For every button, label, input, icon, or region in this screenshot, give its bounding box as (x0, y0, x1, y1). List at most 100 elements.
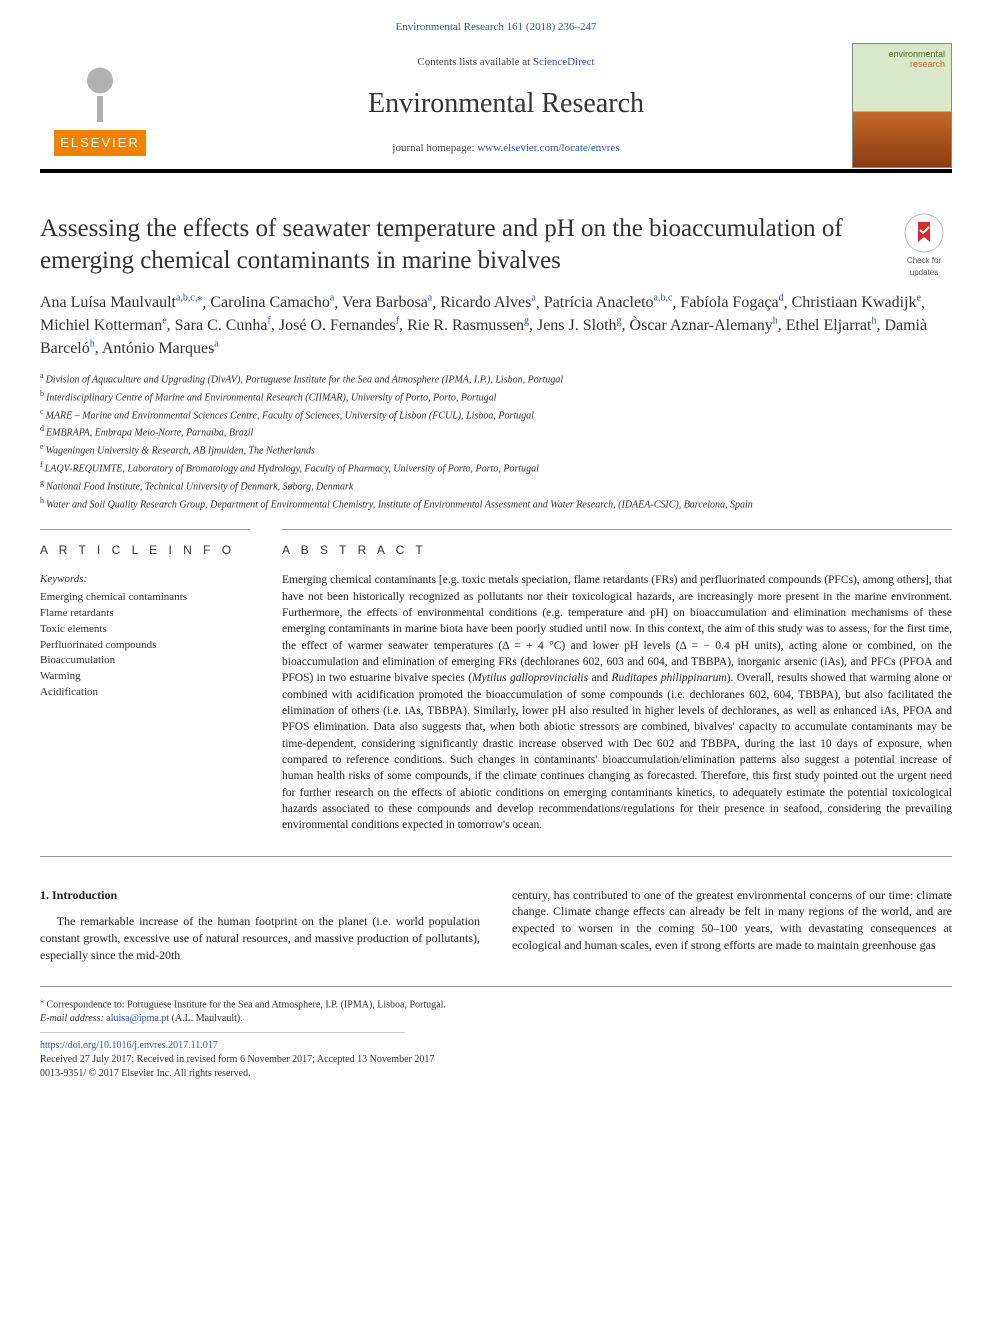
publisher-block: ELSEVIER (40, 56, 160, 156)
intro-para-1: The remarkable increase of the human foo… (40, 913, 480, 963)
corr-email[interactable]: aluisa@ipma.pt (106, 1013, 169, 1024)
bookmark-check-icon (904, 213, 944, 253)
author: Patrícia Anacletoa,b,c (544, 294, 673, 311)
keyword: Warming (40, 669, 250, 685)
affiliation: g National Food Institute, Technical Uni… (40, 477, 952, 495)
author-list: Ana Luísa Maulvaulta,b,c,⁎, Carolina Cam… (40, 292, 952, 360)
author: António Marquesa (102, 340, 219, 357)
badge-line2: updates (896, 267, 952, 278)
copyright: 0013-9351/ © 2017 Elsevier Inc. All righ… (40, 1067, 952, 1081)
article-info-column: A R T I C L E I N F O Keywords: Emerging… (40, 529, 250, 834)
publisher-name: ELSEVIER (54, 130, 146, 156)
footer: ⁎ Correspondence to: Portuguese Institut… (40, 986, 952, 1081)
author-aff-marker: a (214, 338, 218, 349)
author: Sara C. Cunhaf (175, 317, 271, 334)
masthead: ELSEVIER Contents lists available at Sci… (40, 43, 952, 173)
species-name: Ruditapes philippinarum (611, 672, 726, 684)
affiliation-key: e (40, 442, 46, 451)
keyword: Emerging chemical contaminants (40, 590, 250, 606)
affiliation: h Water and Soil Quality Research Group,… (40, 495, 952, 513)
affiliation-key: f (40, 460, 45, 469)
email-label: E-mail address: (40, 1013, 106, 1024)
doi-link[interactable]: https://doi.org/10.1016/j.envres.2017.11… (40, 1039, 952, 1053)
author-aff-marker: a (531, 293, 535, 304)
divider (40, 856, 952, 857)
intro-para-2: century, has contributed to one of the g… (512, 887, 952, 954)
email-line: E-mail address: aluisa@ipma.pt (A.L. Mau… (40, 1012, 952, 1026)
affiliation: e Wageningen University & Research, AB I… (40, 441, 952, 459)
author-aff-marker: e (162, 315, 166, 326)
author: José O. Fernandesf (279, 317, 399, 334)
affiliation-key: a (40, 371, 46, 380)
keyword: Bioaccumulation (40, 653, 250, 669)
affiliations: a Division of Aquaculture and Upgrading … (40, 370, 952, 513)
check-updates-badge[interactable]: Check for updates (896, 213, 952, 277)
author-aff-marker: g (524, 315, 529, 326)
abstract-heading: A B S T R A C T (282, 542, 952, 559)
affiliation: f LAQV-REQUIMTE, Laboratory of Bromatolo… (40, 459, 952, 477)
affiliation-key: c (40, 407, 46, 416)
author-aff-marker: a (428, 293, 432, 304)
keyword: Perfluorinated compounds (40, 638, 250, 654)
author-aff-marker: a (330, 293, 334, 304)
author-aff-marker: h (871, 315, 876, 326)
correspondence: ⁎ Correspondence to: Portuguese Institut… (40, 995, 952, 1012)
keyword: Toxic elements (40, 622, 250, 638)
contents-prefix: Contents lists available at (417, 56, 532, 68)
affiliation-key: d (40, 424, 46, 433)
keywords-label: Keywords: (40, 572, 250, 587)
body-columns: 1. Introduction The remarkable increase … (40, 887, 952, 964)
homepage-url[interactable]: www.elsevier.com/locate/envres (477, 142, 619, 154)
email-author: (A.L. Maulvault). (169, 1013, 243, 1024)
author: Rie R. Rasmusseng (407, 317, 529, 334)
journal-cover: environmental research (852, 43, 952, 168)
author: Òscar Aznar-Alemanyh (630, 317, 778, 334)
author-aff-marker: a,b,c, (176, 293, 197, 304)
author-aff-marker: a,b,c (654, 293, 673, 304)
author-aff-marker: h (773, 315, 778, 326)
corresponding-star-icon: ⁎ (197, 293, 202, 304)
keyword: Acidification (40, 685, 250, 701)
author-aff-marker: h (90, 338, 95, 349)
elsevier-tree-icon (65, 56, 135, 126)
author-aff-marker: e (917, 293, 921, 304)
badge-line1: Check for (896, 255, 952, 266)
article-info-heading: A R T I C L E I N F O (40, 542, 250, 559)
affiliation-key: b (40, 389, 46, 398)
journal-name: Environmental Research (160, 84, 852, 123)
author-aff-marker: g (617, 315, 622, 326)
history: Received 27 July 2017; Received in revis… (40, 1053, 952, 1067)
cover-line2: research (888, 60, 945, 69)
affiliation-key: h (40, 496, 46, 505)
homepage-line: journal homepage: www.elsevier.com/locat… (160, 141, 852, 156)
contents-line: Contents lists available at ScienceDirec… (160, 55, 852, 70)
keyword: Flame retardants (40, 606, 250, 622)
footer-divider (40, 1032, 405, 1033)
author: Vera Barbosaa (342, 294, 432, 311)
affiliation: c MARE – Marine and Environmental Scienc… (40, 406, 952, 424)
corr-text: Correspondence to: Portuguese Institute … (47, 999, 446, 1010)
author: Fabíola Fogaçad (680, 294, 783, 311)
affiliation: a Division of Aquaculture and Upgrading … (40, 370, 952, 388)
author: Ana Luísa Maulvaulta,b,c,⁎ (40, 294, 202, 311)
sciencedirect-link[interactable]: ScienceDirect (533, 56, 595, 68)
author: Carolina Camachoa (210, 294, 334, 311)
species-name: Mytilus galloprovincialis (472, 672, 588, 684)
author-aff-marker: f (268, 315, 271, 326)
keywords-list: Emerging chemical contaminantsFlame reta… (40, 590, 250, 702)
article-title: Assessing the effects of seawater temper… (40, 213, 876, 276)
homepage-prefix: journal homepage: (392, 142, 477, 154)
author: Michiel Kottermane (40, 317, 167, 334)
intro-heading: 1. Introduction (40, 887, 480, 904)
author: Ricardo Alvesa (440, 294, 536, 311)
corr-marker: ⁎ (40, 996, 44, 1005)
author-aff-marker: d (779, 293, 784, 304)
affiliation-key: g (40, 478, 46, 487)
author-aff-marker: f (396, 315, 399, 326)
author: Christiaan Kwadijke (792, 294, 921, 311)
abstract-column: A B S T R A C T Emerging chemical contam… (282, 529, 952, 834)
running-head: Environmental Research 161 (2018) 236–24… (40, 20, 952, 35)
abstract-text: Emerging chemical contaminants [e.g. tox… (282, 572, 952, 833)
author: Jens J. Slothg (537, 317, 622, 334)
affiliation: d EMBRAPA, Embrapa Meio-Norte, Parnaíba,… (40, 423, 952, 441)
